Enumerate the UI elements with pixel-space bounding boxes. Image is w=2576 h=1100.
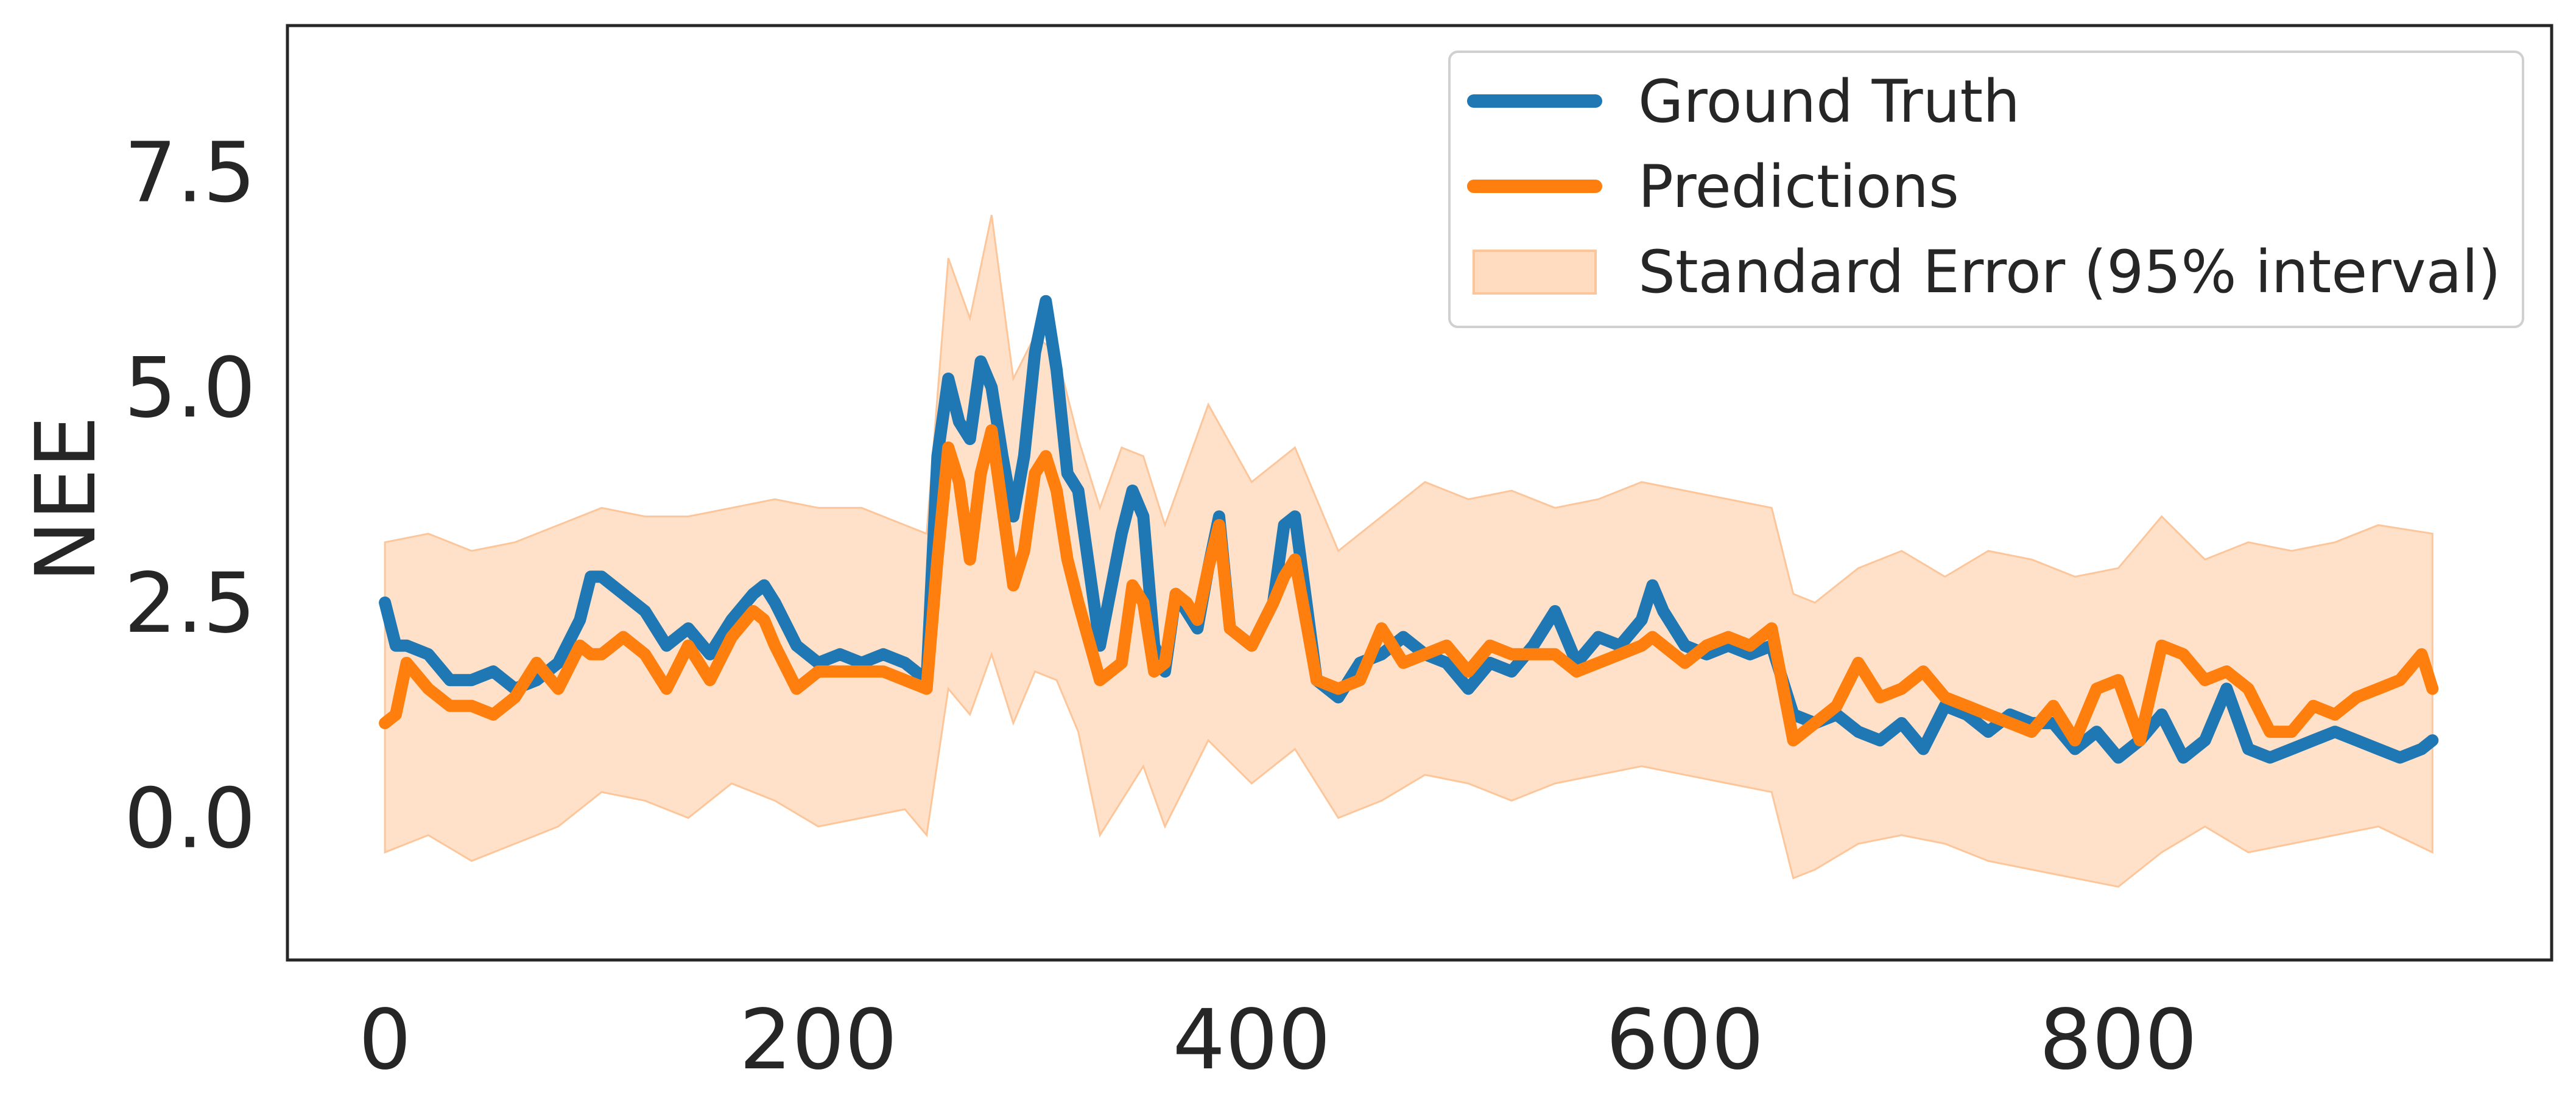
legend-ground-truth-label: Ground Truth <box>1638 68 2020 136</box>
y-tick-label: 5.0 <box>124 340 256 436</box>
y-tick-label: 2.5 <box>124 556 256 652</box>
x-tick-label: 600 <box>1606 992 1764 1088</box>
x-tick-label: 400 <box>1173 992 1331 1088</box>
y-axis-label: NEE <box>18 416 114 583</box>
series-layer <box>379 295 2439 764</box>
legend-box <box>1448 51 2524 328</box>
tick-layer: 0 200 400 600 800 0.0 2.5 5.0 7.5 <box>124 125 2197 1089</box>
plot-frame <box>286 24 2553 962</box>
x-tick-label: 0 <box>359 992 412 1088</box>
legend: Ground Truth Predictions Standard Error … <box>1448 51 2524 328</box>
y-tick-label: 7.5 <box>124 125 256 222</box>
x-tick-label: 200 <box>739 992 898 1088</box>
legend-band-label: Standard Error (95% interval) <box>1638 238 2501 306</box>
y-tick-label: 0.0 <box>124 771 256 867</box>
predictions-line <box>379 424 2439 747</box>
x-tick-label: 800 <box>2039 992 2198 1088</box>
legend-band-swatch <box>1473 250 1597 295</box>
legend-predictions-label: Predictions <box>1638 153 1959 221</box>
